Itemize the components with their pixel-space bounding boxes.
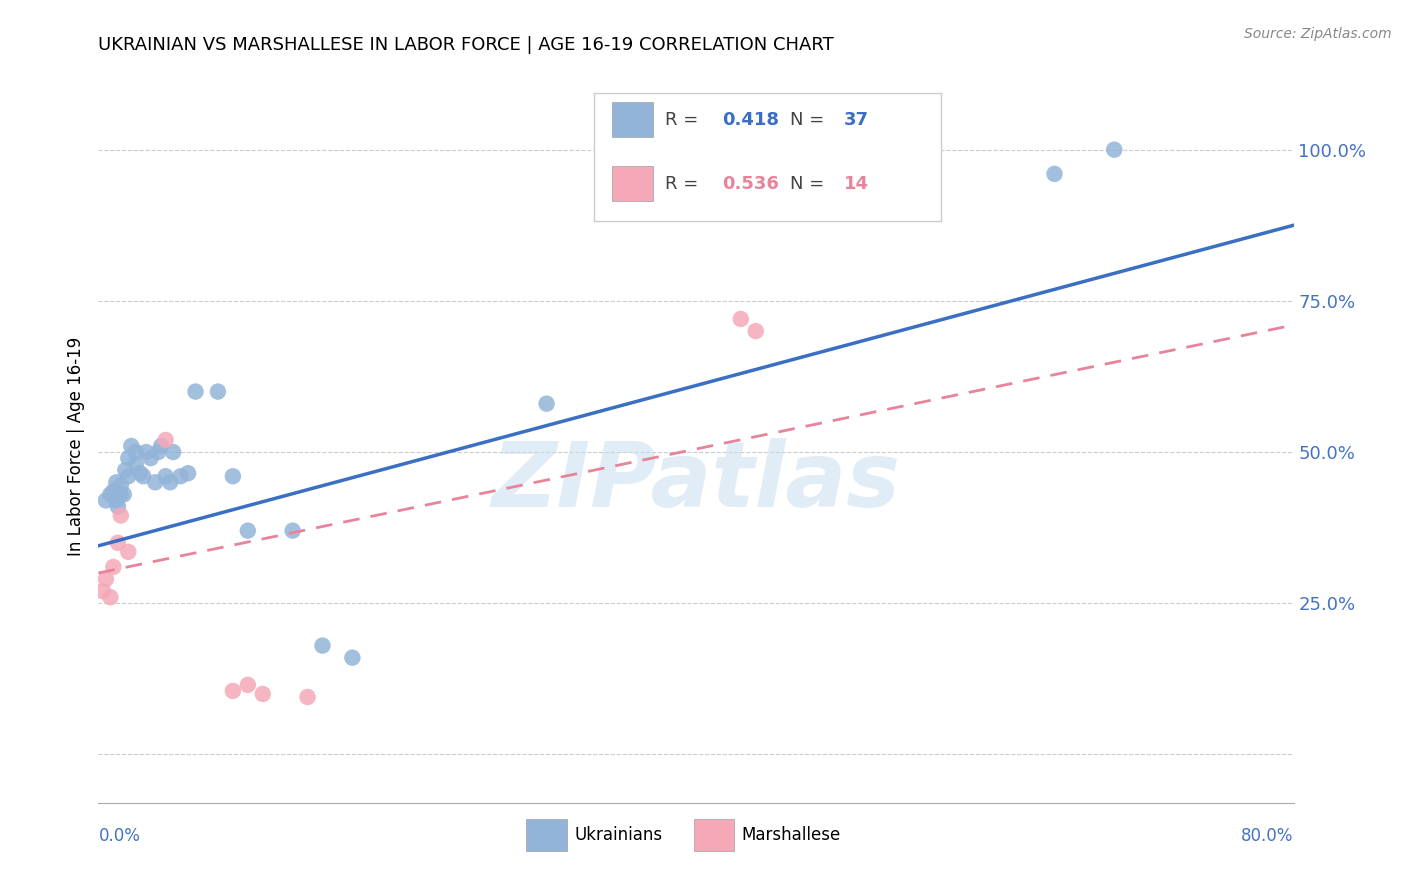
Text: R =: R = [665,175,704,193]
Point [297,690,319,704]
Point [110,487,132,501]
Point [143,475,166,490]
FancyBboxPatch shape [526,819,567,851]
Text: R =: R = [665,111,704,128]
Point [184,384,207,399]
Point [117,451,139,466]
Point [110,478,132,492]
Point [125,445,148,459]
Point [150,439,173,453]
Text: 0.418: 0.418 [723,111,779,128]
FancyBboxPatch shape [693,819,734,851]
Point [94,572,117,586]
Text: 14: 14 [844,175,869,193]
Point [98,590,122,604]
Point [112,487,135,501]
Text: Marshallese: Marshallese [741,826,841,844]
Point [103,560,125,574]
Point [342,650,364,665]
Point [162,445,184,459]
Point [236,678,259,692]
Point [120,439,142,453]
Point [169,469,191,483]
Text: UKRAINIAN VS MARSHALLESE IN LABOR FORCE | AGE 16-19 CORRELATION CHART: UKRAINIAN VS MARSHALLESE IN LABOR FORCE … [98,36,834,54]
Point [110,508,132,523]
Point [252,687,274,701]
Point [159,475,181,490]
Text: Ukrainians: Ukrainians [574,826,662,844]
Text: 0.0%: 0.0% [98,827,141,845]
Point [107,535,129,549]
Point [117,469,139,483]
Point [281,524,304,538]
Point [148,445,170,459]
Point [222,469,245,483]
Point [236,524,259,538]
Y-axis label: In Labor Force | Age 16-19: In Labor Force | Age 16-19 [66,336,84,556]
FancyBboxPatch shape [613,102,652,137]
Text: 0.536: 0.536 [723,175,779,193]
Point [98,487,122,501]
Point [91,584,114,599]
Point [105,493,128,508]
Point [222,684,245,698]
Point [107,500,129,514]
Point [177,467,200,481]
Point [135,445,157,459]
Point [155,433,177,447]
Point [132,469,155,483]
Point [730,312,752,326]
Text: N =: N = [790,175,831,193]
Point [155,469,177,483]
FancyBboxPatch shape [613,166,652,202]
Text: N =: N = [790,111,831,128]
Point [105,475,128,490]
Point [94,493,117,508]
Point [745,324,768,338]
FancyBboxPatch shape [595,93,941,221]
Point [139,451,162,466]
Point [117,545,139,559]
Point [1104,143,1126,157]
Point [207,384,229,399]
Point [125,457,148,471]
Point [129,467,152,481]
Point [114,463,136,477]
Point [1043,167,1066,181]
Point [311,639,333,653]
Point [536,397,558,411]
Text: Source: ZipAtlas.com: Source: ZipAtlas.com [1244,27,1392,41]
Text: 37: 37 [844,111,869,128]
Point [103,484,125,499]
Text: ZIPatlas: ZIPatlas [492,438,900,525]
Text: 80.0%: 80.0% [1241,827,1294,845]
